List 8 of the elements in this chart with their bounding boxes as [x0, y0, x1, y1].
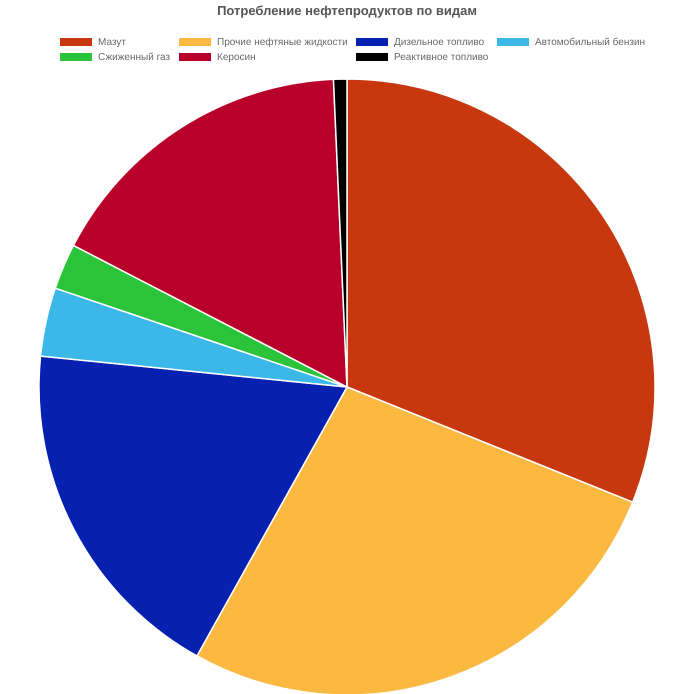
legend-label: Реактивное топливо — [394, 52, 489, 63]
legend-label: Керосин — [217, 52, 256, 63]
chart-title: Потребление нефтепродуктов по видам — [217, 3, 477, 18]
legend-label: Дизельное топливо — [394, 37, 485, 48]
legend-label: Автомобильный бензин — [535, 37, 646, 48]
legend-label: Мазут — [98, 37, 126, 48]
legend-label: Прочие нефтяные жидкости — [217, 37, 348, 48]
legend-label: Сжиженный газ — [98, 52, 170, 63]
